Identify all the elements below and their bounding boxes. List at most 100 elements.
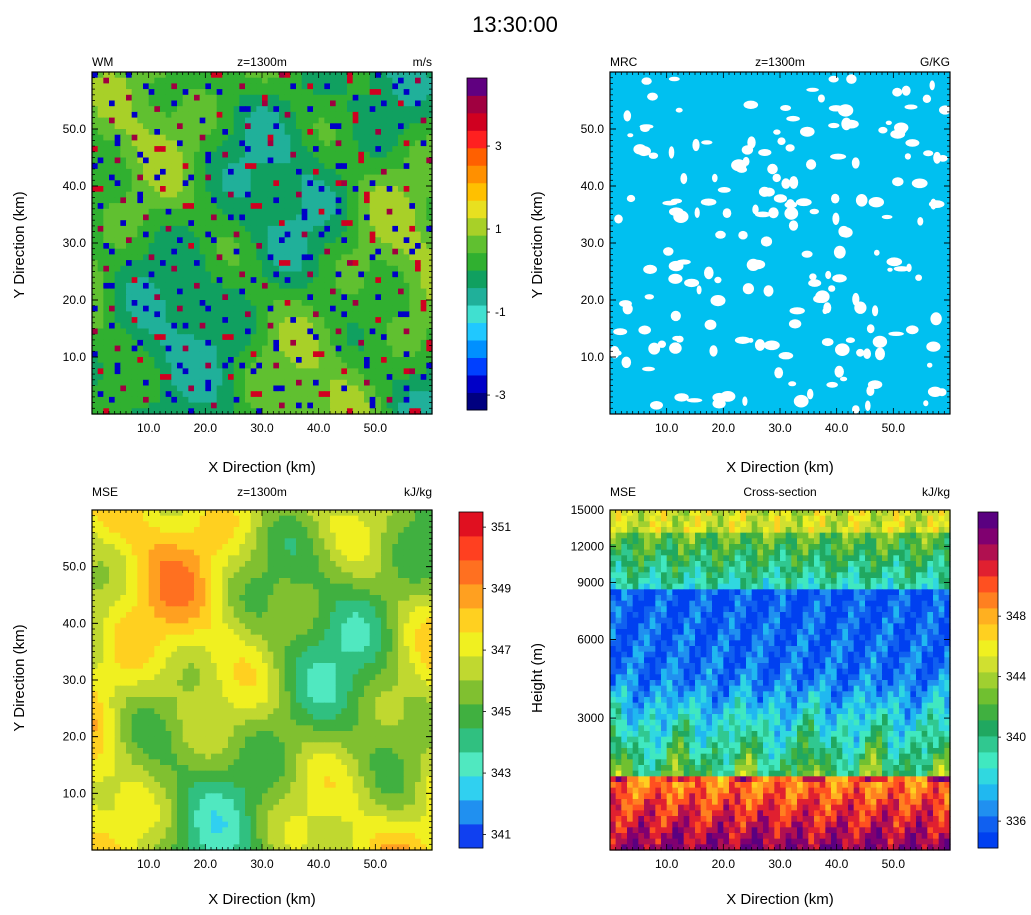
cloud-patch <box>796 198 812 206</box>
cloud-patch <box>687 398 703 402</box>
colorbar-label: 340 <box>1006 730 1026 744</box>
cloud-patch <box>926 342 940 352</box>
panel-wm-variable: WM <box>92 55 113 69</box>
panel-xsec-plot: 10.0 20.0 30.0 40.0 50.0 15000 12000 9000 6000 30… <box>571 503 951 871</box>
cloud-patch <box>640 124 654 129</box>
panel-mrc-plot: 10.0 20.0 30.0 40.0 50.0 50.0 40.0 30.0 20.0 10.0 <box>581 72 952 435</box>
x-tick-label: 30.0 <box>250 857 274 871</box>
panel-mse-variable: MSE <box>92 485 118 499</box>
cloud-patch <box>800 127 815 137</box>
y-tick-label: 40.0 <box>63 616 87 630</box>
cloud-patch <box>779 352 794 359</box>
panel-xsec-level: Cross-section <box>743 485 816 499</box>
cloud-patch <box>614 215 623 224</box>
y-tick-label: 50.0 <box>63 122 87 136</box>
panel-mrc-units: G/KG <box>920 55 950 69</box>
panel-xsec-colorbar: 348344340336 <box>978 512 1026 848</box>
colorbar-label: -3 <box>495 388 506 402</box>
x-tick-label: 20.0 <box>194 857 218 871</box>
cloud-patch <box>780 105 791 111</box>
cloud-patch <box>869 197 884 207</box>
cloud-patch <box>692 139 699 151</box>
cloud-patch <box>622 357 632 368</box>
x-tick-label: 20.0 <box>712 857 736 871</box>
cloud-patch <box>761 236 772 246</box>
cloud-patch <box>852 157 860 168</box>
colorbar-swatch <box>978 816 998 832</box>
cloud-patch <box>865 401 871 412</box>
cloud-patch <box>905 105 918 110</box>
cloud-patch <box>768 207 778 218</box>
cloud-patch <box>906 325 919 334</box>
cloud-patch <box>789 176 798 189</box>
panel-mse-ylabel: Y Direction (km) <box>11 624 28 731</box>
colorbar-swatch <box>459 824 483 848</box>
cloud-patch <box>912 179 928 189</box>
cloud-patch <box>915 275 922 281</box>
y-tick-label: 20.0 <box>63 730 87 744</box>
colorbar-swatch <box>459 560 483 584</box>
cloud-patch <box>867 324 875 333</box>
cloud-patch <box>672 336 682 341</box>
cloud-patch <box>789 220 798 230</box>
colorbar-swatch <box>978 800 998 816</box>
colorbar-swatch <box>459 632 483 656</box>
cloud-patch <box>743 283 754 294</box>
cloud-patch <box>906 264 911 272</box>
cloud-patch <box>747 259 760 271</box>
x-tick-label: 30.0 <box>768 421 792 435</box>
panel-wm-level: z=1300m <box>237 55 287 69</box>
cloud-patch <box>704 267 714 280</box>
cloud-patch <box>773 174 781 182</box>
cloud-patch <box>875 348 885 361</box>
colorbar-swatch <box>978 704 998 720</box>
colorbar-label: 1 <box>495 222 502 236</box>
cloud-patch <box>826 382 838 388</box>
colorbar-swatch <box>467 393 487 411</box>
panel-mrc-level: z=1300m <box>755 55 805 69</box>
colorbar-label: 349 <box>491 582 511 596</box>
panel-mse-colorbar: 351 349 347 345 343 341 <box>459 512 511 848</box>
x-tick-label: 50.0 <box>882 857 906 871</box>
cloud-patch <box>773 129 780 134</box>
colorbar-swatch <box>978 512 998 528</box>
x-tick-label: 10.0 <box>655 421 679 435</box>
x-tick-label: 50.0 <box>364 421 388 435</box>
y-tick-label: 30.0 <box>63 236 87 250</box>
cloud-patch <box>818 95 825 103</box>
cloud-patch <box>731 159 746 171</box>
cloud-patch <box>802 251 813 258</box>
colorbar-swatch <box>459 704 483 728</box>
cloud-patch <box>835 366 844 378</box>
colorbar-swatch <box>978 544 998 560</box>
cloud-patch <box>856 349 864 357</box>
colorbar-swatch <box>978 720 998 736</box>
cloud-patch <box>874 250 880 256</box>
panel-mse-level: z=1300m <box>237 485 287 499</box>
cloud-patch <box>923 95 931 103</box>
cloud-patch <box>627 195 635 202</box>
y-tick-label: 9000 <box>577 575 604 589</box>
colorbar-swatch <box>467 130 487 148</box>
cloud-patch <box>705 320 717 330</box>
colorbar-swatch <box>467 375 487 393</box>
cloud-patch <box>684 279 699 287</box>
cloud-patch <box>759 187 771 197</box>
cloud-patch <box>886 121 892 125</box>
colorbar-swatch <box>978 608 998 624</box>
cloud-patch <box>781 178 790 189</box>
colorbar-swatch <box>978 560 998 576</box>
cloud-patch <box>701 199 717 206</box>
cloud-patch <box>841 118 851 131</box>
cloud-patch <box>744 101 759 109</box>
cloud-patch <box>832 213 839 225</box>
cloud-patch <box>888 332 904 336</box>
cloud-patch <box>829 76 839 83</box>
colorbar-label: 351 <box>491 520 511 534</box>
cloud-patch <box>806 159 816 169</box>
panel-wm-colorbar: 3 1 -1 -3 <box>467 78 506 410</box>
colorbar-swatch <box>978 528 998 544</box>
cloud-patch <box>742 396 747 406</box>
x-tick-label: 40.0 <box>307 421 331 435</box>
colorbar-swatch <box>459 512 483 536</box>
